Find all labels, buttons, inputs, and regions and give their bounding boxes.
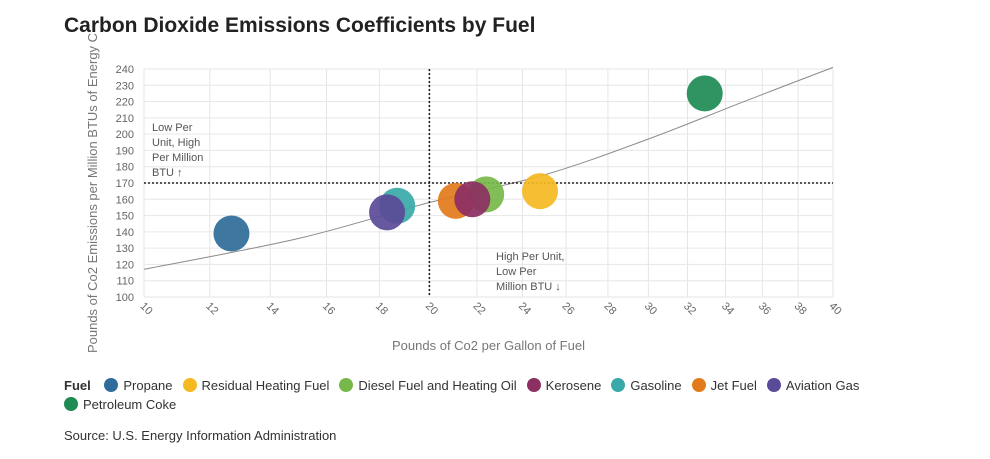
annotation-line: Low Per — [496, 266, 537, 278]
legend-label: Diesel Fuel and Heating Oil — [358, 378, 517, 393]
legend: Fuel Propane Residual Heating Fuel Diesel … — [64, 376, 924, 414]
legend-item: Residual Heating Fuel — [182, 376, 330, 395]
x-tick-label: 10 — [138, 300, 155, 317]
annotations: Low Per Unit, High Per Million BTU ↑ High Pe… — [152, 122, 564, 293]
x-tick-label: 20 — [423, 300, 440, 317]
y-tick-label: 130 — [116, 243, 134, 255]
legend-label: Petroleum Coke — [83, 397, 177, 412]
annotation-line: Per Million — [152, 152, 203, 164]
y-tick-label: 170 — [116, 178, 134, 190]
y-axis-label: Pounds of Co2 Emissions per Million BTUs… — [85, 33, 100, 353]
legend-swatch — [611, 378, 626, 392]
data-points — [213, 75, 723, 252]
annotation-line: Million BTU ↓ — [496, 281, 561, 293]
legend-title: Fuel — [64, 378, 91, 393]
y-tick-label: 220 — [116, 97, 134, 109]
y-tick-label: 240 — [116, 64, 134, 76]
point-aviation-gas — [369, 194, 406, 231]
grid — [143, 68, 834, 298]
y-tick-label: 180 — [116, 162, 134, 174]
legend-item: Jet Fuel — [691, 376, 757, 395]
legend-item: Kerosene — [526, 376, 602, 395]
legend-swatch — [766, 378, 781, 392]
x-tick-label: 24 — [516, 300, 533, 317]
x-tick-label: 28 — [601, 300, 618, 317]
legend-label: Residual Heating Fuel — [201, 378, 330, 393]
x-tick-label: 32 — [681, 300, 698, 317]
annotation-line: BTU ↑ — [152, 167, 183, 179]
legend-label: Aviation Gas — [785, 378, 860, 393]
legend-swatch — [526, 378, 541, 392]
x-tick-label: 30 — [642, 300, 659, 317]
legend-label: Jet Fuel — [710, 378, 757, 393]
legend-item: Petroleum Coke — [64, 395, 176, 414]
legend-swatch — [104, 378, 119, 392]
x-tick-label: 14 — [264, 300, 281, 317]
legend-swatch — [182, 378, 197, 392]
x-tick-label: 22 — [470, 300, 487, 317]
legend-swatch — [339, 378, 354, 392]
annotation-line: Unit, High — [152, 137, 200, 149]
x-axis-label: Pounds of Co2 per Gallon of Fuel — [392, 338, 585, 353]
y-tick-label: 190 — [116, 145, 134, 157]
y-tick-label: 120 — [116, 259, 134, 271]
x-tick-label: 34 — [719, 300, 736, 317]
scatter-chart: 100 110 120 130 140 150 160 170 180 190 200 210 220 2… — [85, 33, 844, 353]
legend-label: Kerosene — [545, 378, 602, 393]
y-tick-label: 140 — [116, 227, 134, 239]
y-tick-label: 210 — [116, 113, 134, 125]
annotation-2: High Per Unit, Low Per Million BTU ↓ — [496, 251, 564, 293]
point-propane — [213, 215, 250, 252]
y-tick-label: 230 — [116, 80, 134, 92]
point-residual-heating-fuel — [522, 173, 559, 210]
y-tick-label: 200 — [116, 129, 134, 141]
point-kerosene — [454, 181, 491, 218]
x-tick-label: 18 — [373, 300, 390, 317]
y-tick-label: 100 — [116, 292, 134, 304]
legend-item: Propane — [104, 376, 173, 395]
legend-label: Gasoline — [630, 378, 682, 393]
x-tick-label: 16 — [320, 300, 337, 317]
annotation-line: Low Per — [152, 122, 193, 134]
axis-ticks: 100 110 120 130 140 150 160 170 180 190 200 210 220 2… — [116, 64, 844, 317]
x-tick-label: 36 — [756, 300, 773, 317]
legend-label: Propane — [123, 378, 173, 393]
legend-swatch — [691, 378, 706, 392]
legend-swatch — [64, 397, 78, 411]
legend-item: Gasoline — [611, 376, 682, 395]
x-tick-label: 12 — [203, 300, 220, 317]
annotation-line: High Per Unit, — [496, 251, 564, 263]
source-note: Source: U.S. Energy Information Administ… — [64, 428, 337, 443]
x-tick-label: 38 — [792, 300, 809, 317]
x-tick-label: 26 — [560, 300, 577, 317]
annotation-1: Low Per Unit, High Per Million BTU ↑ — [152, 122, 203, 179]
y-tick-label: 150 — [116, 211, 134, 223]
chart-title: Carbon Dioxide Emissions Coefficients by… — [64, 14, 536, 37]
legend-item: Diesel Fuel and Heating Oil — [339, 376, 517, 395]
point-petroleum-coke — [686, 75, 723, 112]
x-tick-label: 40 — [827, 300, 844, 317]
y-tick-label: 110 — [116, 276, 134, 288]
legend-item: Aviation Gas — [766, 376, 860, 395]
y-tick-label: 160 — [116, 194, 134, 206]
